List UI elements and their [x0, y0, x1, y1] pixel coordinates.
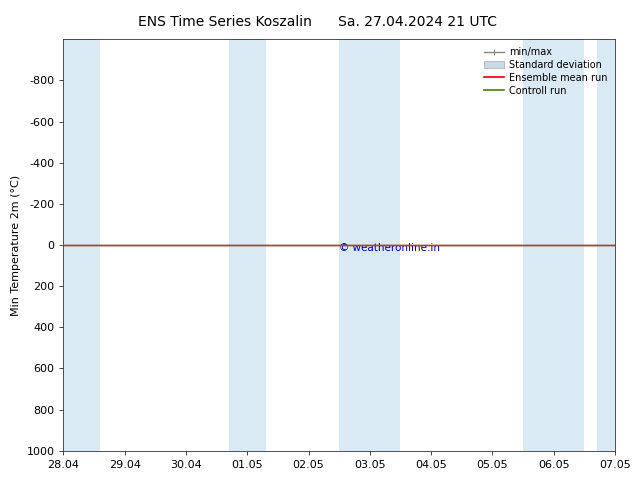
Bar: [339, 39, 401, 451]
Bar: [597, 39, 615, 451]
Bar: [63, 39, 100, 451]
Y-axis label: Min Temperature 2m (°C): Min Temperature 2m (°C): [11, 174, 21, 316]
Legend: min/max, Standard deviation, Ensemble mean run, Controll run: min/max, Standard deviation, Ensemble me…: [481, 44, 610, 98]
Text: © weatheronline.in: © weatheronline.in: [339, 243, 440, 253]
Bar: [229, 39, 266, 451]
Text: ENS Time Series Koszalin      Sa. 27.04.2024 21 UTC: ENS Time Series Koszalin Sa. 27.04.2024 …: [138, 15, 496, 29]
Bar: [523, 39, 585, 451]
